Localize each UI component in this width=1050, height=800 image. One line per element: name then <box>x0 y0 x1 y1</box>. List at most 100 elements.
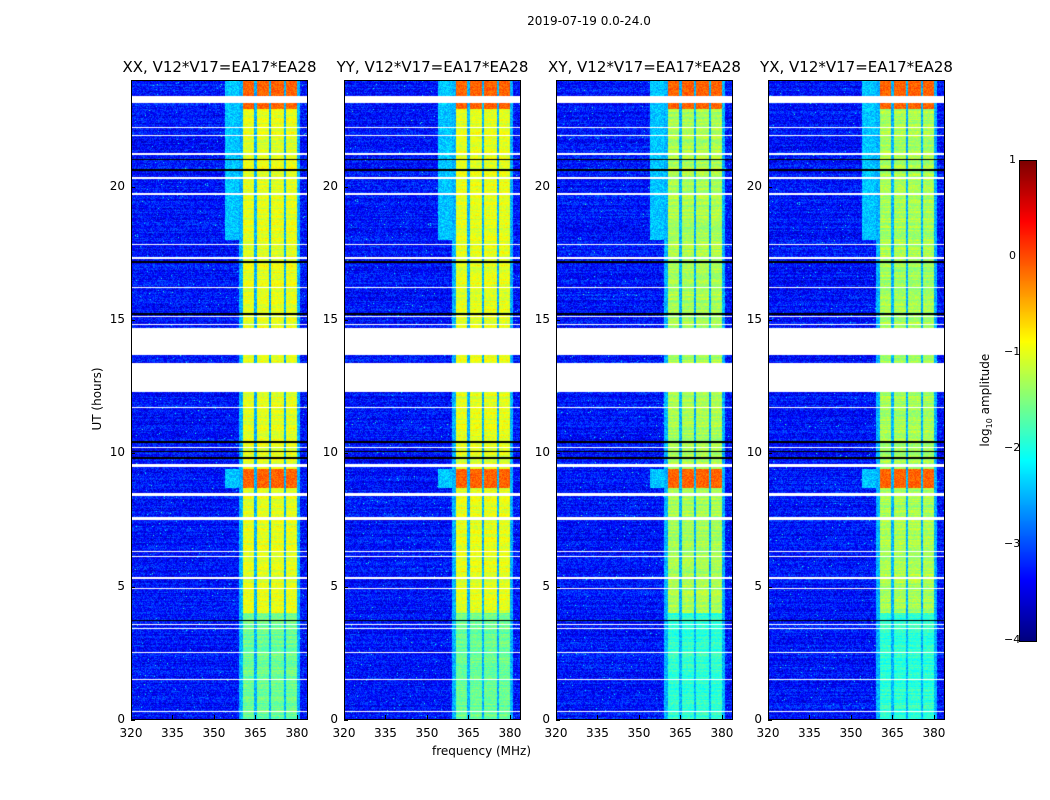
colorbar-tick-label: 0 <box>1009 249 1016 262</box>
x-tick <box>172 715 174 719</box>
y-tick-label: 20 <box>746 178 762 193</box>
axes-frame <box>344 80 521 720</box>
panel-title: YY, V12*V17=EA17*EA28 <box>336 58 529 76</box>
waterfall-heatmap <box>556 80 733 720</box>
y-tick-label: 0 <box>754 712 762 726</box>
x-tick-label: 335 <box>374 726 397 740</box>
x-tick <box>892 715 894 719</box>
colorbar-label-rest: amplitude <box>977 353 992 419</box>
y-tick-label: 10 <box>322 445 338 460</box>
x-tick <box>468 715 470 719</box>
axes-frame <box>131 80 308 720</box>
y-tick <box>556 320 560 321</box>
y-tick-label: 15 <box>534 312 550 326</box>
x-tick-label: 365 <box>881 726 904 740</box>
y-tick <box>768 320 772 321</box>
colorbar-label-sub: 10 <box>985 418 995 429</box>
y-tick-label: 10 <box>534 445 550 460</box>
colorbar-tick-label: −2 <box>1004 441 1021 454</box>
waterfall-heatmap <box>768 80 945 720</box>
x-tick <box>385 715 387 719</box>
x-tick <box>344 715 345 719</box>
panel-2: XY, V12*V17=EA17*EA28 0 5 10 15 20 320 33… <box>535 58 741 740</box>
y-tick-label: 20 <box>534 178 550 193</box>
panel-1: YY, V12*V17=EA17*EA28 0 5 10 15 20 320 33… <box>323 58 529 740</box>
y-axis-label: UT (hours) <box>90 367 104 431</box>
x-tick <box>809 715 811 719</box>
y-tick-label: 15 <box>322 312 338 326</box>
x-tick <box>597 715 599 719</box>
y-tick <box>344 720 348 721</box>
colorbar-tick-label: 1 <box>1009 153 1016 166</box>
x-tick-label: 335 <box>161 726 184 740</box>
y-tick <box>344 453 348 455</box>
y-tick <box>556 186 560 188</box>
x-tick-label: 380 <box>922 726 946 740</box>
x-tick <box>680 715 682 719</box>
y-tick-label: 5 <box>542 578 550 593</box>
x-tick-label: 350 <box>202 726 226 740</box>
x-tick <box>638 715 640 719</box>
x-tick <box>296 715 298 719</box>
x-tick-label: 380 <box>498 726 522 740</box>
colorbar-tick-label: −4 <box>1004 633 1021 646</box>
y-tick <box>131 186 135 188</box>
panel-title: YX, V12*V17=EA17*EA28 <box>760 58 953 76</box>
figure-title: 2019-07-19 0.0-24.0 <box>527 14 651 28</box>
y-tick-label: 5 <box>330 578 338 593</box>
y-tick-label: 15 <box>746 312 762 326</box>
x-tick-label: 335 <box>586 726 609 740</box>
x-tick-label: 380 <box>285 726 309 740</box>
y-tick <box>131 453 135 455</box>
y-tick <box>768 720 772 721</box>
x-tick-label: 365 <box>669 726 692 740</box>
y-tick-label: 0 <box>542 712 550 726</box>
colorbar-label-main: log <box>977 428 992 447</box>
x-tick <box>255 715 257 719</box>
x-tick <box>721 715 723 719</box>
y-tick-label: 15 <box>109 312 125 326</box>
y-tick-label: 0 <box>330 712 338 726</box>
x-tick-label: 380 <box>710 726 734 740</box>
y-tick-label: 5 <box>117 578 125 593</box>
y-tick <box>344 186 348 188</box>
x-tick-label: 335 <box>798 726 821 740</box>
y-tick-label: 5 <box>754 578 762 593</box>
x-tick <box>556 715 557 719</box>
y-tick-label: 0 <box>117 712 125 726</box>
panel-title: XX, V12*V17=EA17*EA28 <box>122 58 317 76</box>
colorbar-tick-label: −1 <box>1004 345 1021 358</box>
y-tick-label: 20 <box>109 178 125 193</box>
waterfall-heatmap <box>131 80 308 720</box>
x-tick <box>131 715 132 719</box>
axes-frame <box>556 80 733 720</box>
x-tick <box>768 715 769 719</box>
x-tick <box>850 715 852 719</box>
y-tick-label: 20 <box>322 178 338 193</box>
colorbar <box>1019 160 1037 642</box>
y-tick <box>768 586 772 588</box>
y-tick <box>556 720 560 721</box>
y-tick <box>556 586 560 588</box>
y-tick <box>556 453 560 455</box>
x-axis-label: frequency (MHz) <box>432 744 532 758</box>
colorbar-tick-label: −3 <box>1004 537 1021 550</box>
x-tick-label: 320 <box>756 726 780 740</box>
y-tick-label: 10 <box>109 445 125 460</box>
x-tick <box>426 715 428 719</box>
waterfall-heatmap <box>344 80 521 720</box>
x-tick-label: 350 <box>415 726 439 740</box>
x-tick <box>933 715 935 719</box>
y-tick <box>768 453 772 455</box>
x-tick <box>509 715 511 719</box>
y-tick <box>131 720 135 721</box>
axes-frame <box>768 80 945 720</box>
x-tick-label: 320 <box>119 726 143 740</box>
colorbar-label: log10 amplitude <box>978 350 994 450</box>
x-tick <box>213 715 215 719</box>
y-tick-label: 10 <box>746 445 762 460</box>
x-tick-label: 350 <box>839 726 863 740</box>
x-tick-label: 365 <box>244 726 267 740</box>
x-tick-label: 320 <box>332 726 356 740</box>
